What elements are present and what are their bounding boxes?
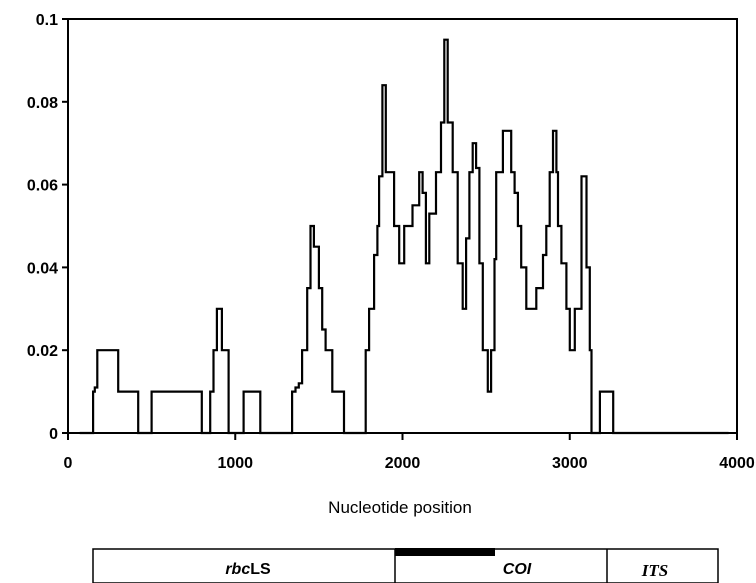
- x-axis-label: Nucleotide position: [328, 498, 472, 517]
- y-tick-label: 0.04: [27, 260, 58, 277]
- y-tick-label: 0.1: [36, 12, 58, 29]
- y-tick-label: 0.02: [27, 343, 58, 360]
- gene-map: rbcLS COI ITS: [92, 548, 719, 583]
- gene-label-its: ITS: [641, 561, 668, 580]
- y-tick-label: 0.08: [27, 95, 58, 112]
- gene-label-rbcls: rbcLS: [225, 561, 271, 578]
- chart-series: [79, 38, 729, 435]
- x-tick-label: 4000: [719, 455, 755, 472]
- x-tick-label: 0: [64, 455, 73, 472]
- x-tick-label: 1000: [217, 455, 253, 472]
- chart-axes: [67, 18, 738, 434]
- x-tick-label: 2000: [385, 455, 421, 472]
- plot-frame: [67, 18, 738, 434]
- series-line: [79, 38, 729, 435]
- x-tick-label: 3000: [552, 455, 588, 472]
- gene-label-coi: COI: [503, 561, 532, 578]
- y-tick-label: 0.06: [27, 178, 58, 195]
- chart-ticks: 0 1000 2000 3000 4000 0 0.02 0.04 0.06 0.08 0.1: [27, 12, 755, 472]
- y-tick-label: 0: [49, 426, 58, 443]
- coi-highlight-bar: [395, 548, 495, 556]
